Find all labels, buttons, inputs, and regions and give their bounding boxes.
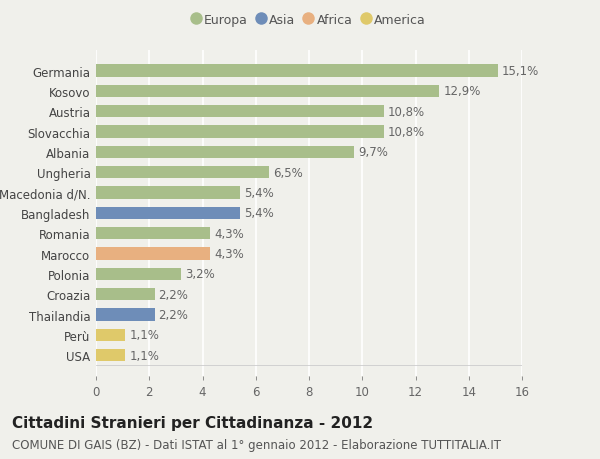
Text: 12,9%: 12,9% (443, 85, 481, 98)
Text: 2,2%: 2,2% (158, 308, 188, 321)
Bar (96, 248, 211, 260)
Bar (96, 106, 383, 118)
Bar (96, 146, 354, 159)
Text: Cittadini Stranieri per Cittadinanza - 2012: Cittadini Stranieri per Cittadinanza - 2… (12, 415, 373, 431)
Text: 1,1%: 1,1% (129, 329, 159, 341)
Bar (96, 329, 125, 341)
Bar (96, 349, 125, 362)
Text: 4,3%: 4,3% (214, 227, 244, 240)
Text: 3,2%: 3,2% (185, 268, 215, 281)
Bar (96, 289, 155, 301)
Text: 4,3%: 4,3% (214, 247, 244, 261)
Text: COMUNE DI GAIS (BZ) - Dati ISTAT al 1° gennaio 2012 - Elaborazione TUTTITALIA.IT: COMUNE DI GAIS (BZ) - Dati ISTAT al 1° g… (12, 438, 501, 451)
Legend: Europa, Asia, Africa, America: Europa, Asia, Africa, America (193, 14, 425, 28)
Bar (96, 65, 498, 78)
Text: 15,1%: 15,1% (502, 65, 539, 78)
Text: 10,8%: 10,8% (388, 106, 425, 118)
Text: 1,1%: 1,1% (129, 349, 159, 362)
Text: 9,7%: 9,7% (358, 146, 388, 159)
Bar (96, 85, 439, 98)
Bar (96, 207, 240, 219)
Text: 5,4%: 5,4% (244, 207, 274, 220)
Bar (96, 167, 269, 179)
Bar (96, 228, 211, 240)
Text: 5,4%: 5,4% (244, 187, 274, 200)
Bar (96, 309, 155, 321)
Text: 6,5%: 6,5% (273, 166, 303, 179)
Bar (96, 126, 383, 138)
Bar (96, 187, 240, 199)
Text: 2,2%: 2,2% (158, 288, 188, 301)
Text: 10,8%: 10,8% (388, 126, 425, 139)
Bar (96, 268, 181, 280)
